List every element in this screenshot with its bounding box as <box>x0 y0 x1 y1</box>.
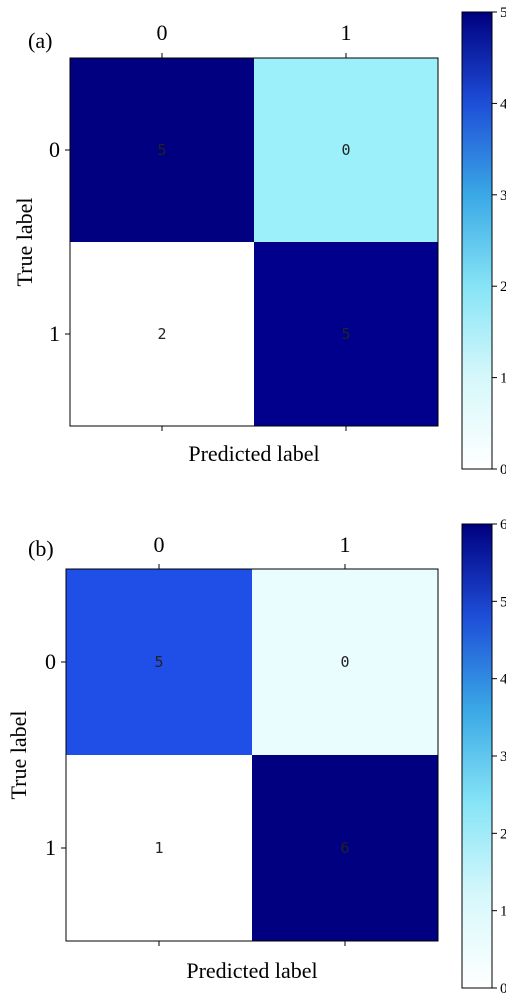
y-tick-label: 1 <box>45 835 56 860</box>
colorbar-tick-label: 5 <box>500 594 506 610</box>
colorbar-tick-label: 1 <box>500 904 506 920</box>
cell-value-label: 0 <box>340 653 349 671</box>
matrix-cell <box>254 242 438 426</box>
x-axis-label: Predicted label <box>186 958 317 983</box>
colorbar <box>461 523 493 989</box>
colorbar-tick-label: 2 <box>500 826 506 842</box>
matrix-frame <box>65 568 439 942</box>
y-tick-label: 0 <box>45 649 56 674</box>
matrix-cell <box>70 242 254 426</box>
colorbar-tick-label: 4 <box>500 96 506 112</box>
panel-label: (a) <box>28 28 52 53</box>
matrix-cell <box>254 58 438 242</box>
matrix-frame <box>69 57 439 427</box>
cell-value-label: 5 <box>341 325 350 343</box>
y-axis-label: True label <box>6 710 31 799</box>
matrix-cell <box>252 569 438 755</box>
colorbar-tick-label: 6 <box>500 517 506 533</box>
matrix-cell <box>66 755 252 941</box>
colorbar-tick-label: 3 <box>500 749 506 765</box>
cell-value-label: 2 <box>157 325 166 343</box>
matrix-cell <box>252 755 438 941</box>
x-axis-label: Predicted label <box>188 441 319 466</box>
panel-label: (b) <box>28 536 54 561</box>
colorbar-tick-label: 0 <box>500 981 506 997</box>
cell-value-label: 0 <box>341 141 350 159</box>
x-tick-label: 1 <box>341 20 352 45</box>
y-tick-label: 1 <box>49 321 60 346</box>
y-axis-label: True label <box>12 197 37 286</box>
colorbar-tick-label: 5 <box>500 5 506 21</box>
cell-value-label: 5 <box>154 653 163 671</box>
colorbar-tick-label: 3 <box>500 188 506 204</box>
colorbar-tick-label: 2 <box>500 279 506 295</box>
x-tick-label: 1 <box>340 532 351 557</box>
colorbar <box>461 11 493 470</box>
colorbar-tick-label: 1 <box>500 371 506 387</box>
x-tick-label: 0 <box>154 532 165 557</box>
x-tick-label: 0 <box>157 20 168 45</box>
colorbar-tick-label: 4 <box>500 672 506 688</box>
cell-value-label: 5 <box>157 141 166 159</box>
colorbar-tick-label: 0 <box>500 462 506 478</box>
matrix-cell <box>66 569 252 755</box>
y-tick-label: 0 <box>49 137 60 162</box>
cell-value-label: 1 <box>154 839 163 857</box>
matrix-cell <box>70 58 254 242</box>
cell-value-label: 6 <box>340 839 349 857</box>
